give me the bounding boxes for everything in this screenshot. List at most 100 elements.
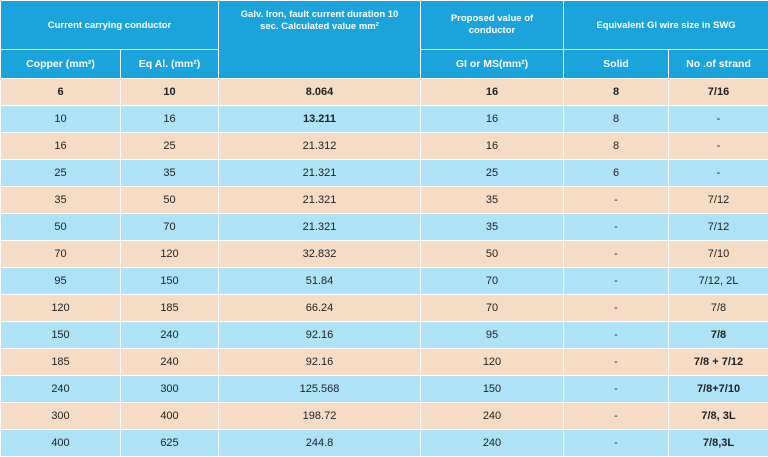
cell-proposed: 240 <box>421 403 564 430</box>
cell-proposed: 70 <box>421 295 564 322</box>
cell-galv: 32.832 <box>219 241 421 268</box>
cell-solid: - <box>564 295 669 322</box>
cell-proposed: 95 <box>421 322 564 349</box>
cell-solid: 8 <box>564 106 669 133</box>
cell-proposed: 16 <box>421 106 564 133</box>
cell-strand: 7/12 <box>669 214 768 241</box>
cell-galv: 13.211 <box>219 106 421 133</box>
cell-eq-al: 16 <box>121 106 219 133</box>
cell-proposed: 35 <box>421 214 564 241</box>
cell-solid: - <box>564 430 669 457</box>
cell-galv: 21.321 <box>219 160 421 187</box>
cell-copper: 300 <box>1 403 121 430</box>
table-row: 150 240 92.16 95 - 7/8 <box>1 322 768 349</box>
cell-galv: 21.321 <box>219 187 421 214</box>
cell-eq-al: 70 <box>121 214 219 241</box>
cell-eq-al: 240 <box>121 322 219 349</box>
cell-strand: 7/8 <box>669 295 768 322</box>
cell-galv: 198.72 <box>219 403 421 430</box>
cell-proposed: 35 <box>421 187 564 214</box>
cell-copper: 6 <box>1 79 121 106</box>
cell-strand: 7/12 <box>669 187 768 214</box>
cell-copper: 185 <box>1 349 121 376</box>
cell-solid: - <box>564 187 669 214</box>
cell-strand: 7/8+7/10 <box>669 376 768 403</box>
cell-solid: - <box>564 349 669 376</box>
cell-copper: 120 <box>1 295 121 322</box>
header-eq-al: Eq Al. (mm²) <box>121 50 219 79</box>
cell-galv: 92.16 <box>219 322 421 349</box>
cell-eq-al: 150 <box>121 268 219 295</box>
cell-solid: - <box>564 403 669 430</box>
cell-eq-al: 185 <box>121 295 219 322</box>
cell-copper: 70 <box>1 241 121 268</box>
cell-galv: 8.064 <box>219 79 421 106</box>
header-copper: Copper (mm²) <box>1 50 121 79</box>
cell-solid: - <box>564 322 669 349</box>
cell-copper: 16 <box>1 133 121 160</box>
cell-strand: 7/12, 2L <box>669 268 768 295</box>
cell-galv: 92.16 <box>219 349 421 376</box>
cell-copper: 150 <box>1 322 121 349</box>
table-row: 25 35 21.321 25 6 - <box>1 160 768 187</box>
cell-proposed: 240 <box>421 430 564 457</box>
cell-solid: - <box>564 241 669 268</box>
cell-strand: 7/8, 3L <box>669 403 768 430</box>
cell-strand: 7/8,3L <box>669 430 768 457</box>
cell-proposed: 50 <box>421 241 564 268</box>
cell-eq-al: 240 <box>121 349 219 376</box>
cell-strand: 7/8 + 7/12 <box>669 349 768 376</box>
cell-eq-al: 35 <box>121 160 219 187</box>
cell-copper: 95 <box>1 268 121 295</box>
table-row: 300 400 198.72 240 - 7/8, 3L <box>1 403 768 430</box>
cell-proposed: 16 <box>421 79 564 106</box>
cell-eq-al: 300 <box>121 376 219 403</box>
cell-strand: 7/16 <box>669 79 768 106</box>
cell-eq-al: 10 <box>121 79 219 106</box>
cell-galv: 51.84 <box>219 268 421 295</box>
table-row: 120 185 66.24 70 - 7/8 <box>1 295 768 322</box>
cell-galv: 125.568 <box>219 376 421 403</box>
cell-solid: - <box>564 376 669 403</box>
cell-proposed: 25 <box>421 160 564 187</box>
cell-galv: 244.8 <box>219 430 421 457</box>
cell-copper: 400 <box>1 430 121 457</box>
cell-eq-al: 50 <box>121 187 219 214</box>
cell-strand: 7/10 <box>669 241 768 268</box>
cell-solid: 8 <box>564 79 669 106</box>
table-row: 185 240 92.16 120 - 7/8 + 7/12 <box>1 349 768 376</box>
cell-galv: 66.24 <box>219 295 421 322</box>
cell-strand: - <box>669 160 768 187</box>
table-row: 35 50 21.321 35 - 7/12 <box>1 187 768 214</box>
table-row: 16 25 21.312 16 8 - <box>1 133 768 160</box>
cell-copper: 10 <box>1 106 121 133</box>
cell-eq-al: 400 <box>121 403 219 430</box>
header-galv-iron: Galv. Iron, fault current duration 10 se… <box>219 1 421 79</box>
cell-proposed: 150 <box>421 376 564 403</box>
header-equivalent-gi: Equivalent GI wire size in SWG <box>564 1 768 50</box>
cell-galv: 21.312 <box>219 133 421 160</box>
cell-eq-al: 120 <box>121 241 219 268</box>
cell-solid: 6 <box>564 160 669 187</box>
cell-strand: 7/8 <box>669 322 768 349</box>
table-row: 95 150 51.84 70 - 7/12, 2L <box>1 268 768 295</box>
cell-eq-al: 625 <box>121 430 219 457</box>
table-row: 6 10 8.064 16 8 7/16 <box>1 79 768 106</box>
cell-solid: - <box>564 268 669 295</box>
table-row: 400 625 244.8 240 - 7/8,3L <box>1 430 768 457</box>
cell-strand: - <box>669 133 768 160</box>
header-strand: No .of strand <box>669 50 768 79</box>
cell-proposed: 16 <box>421 133 564 160</box>
table-row: 240 300 125.568 150 - 7/8+7/10 <box>1 376 768 403</box>
cell-eq-al: 25 <box>121 133 219 160</box>
cell-strand: - <box>669 106 768 133</box>
header-proposed-value: Proposed value of conductor <box>421 1 564 50</box>
cell-copper: 35 <box>1 187 121 214</box>
header-gi-ms: GI or MS(mm²) <box>421 50 564 79</box>
cell-copper: 25 <box>1 160 121 187</box>
table-row: 10 16 13.211 16 8 - <box>1 106 768 133</box>
table-row: 50 70 21.321 35 - 7/12 <box>1 214 768 241</box>
header-solid: Solid <box>564 50 669 79</box>
header-current-carrying-conductor: Current carrying conductor <box>1 1 219 50</box>
